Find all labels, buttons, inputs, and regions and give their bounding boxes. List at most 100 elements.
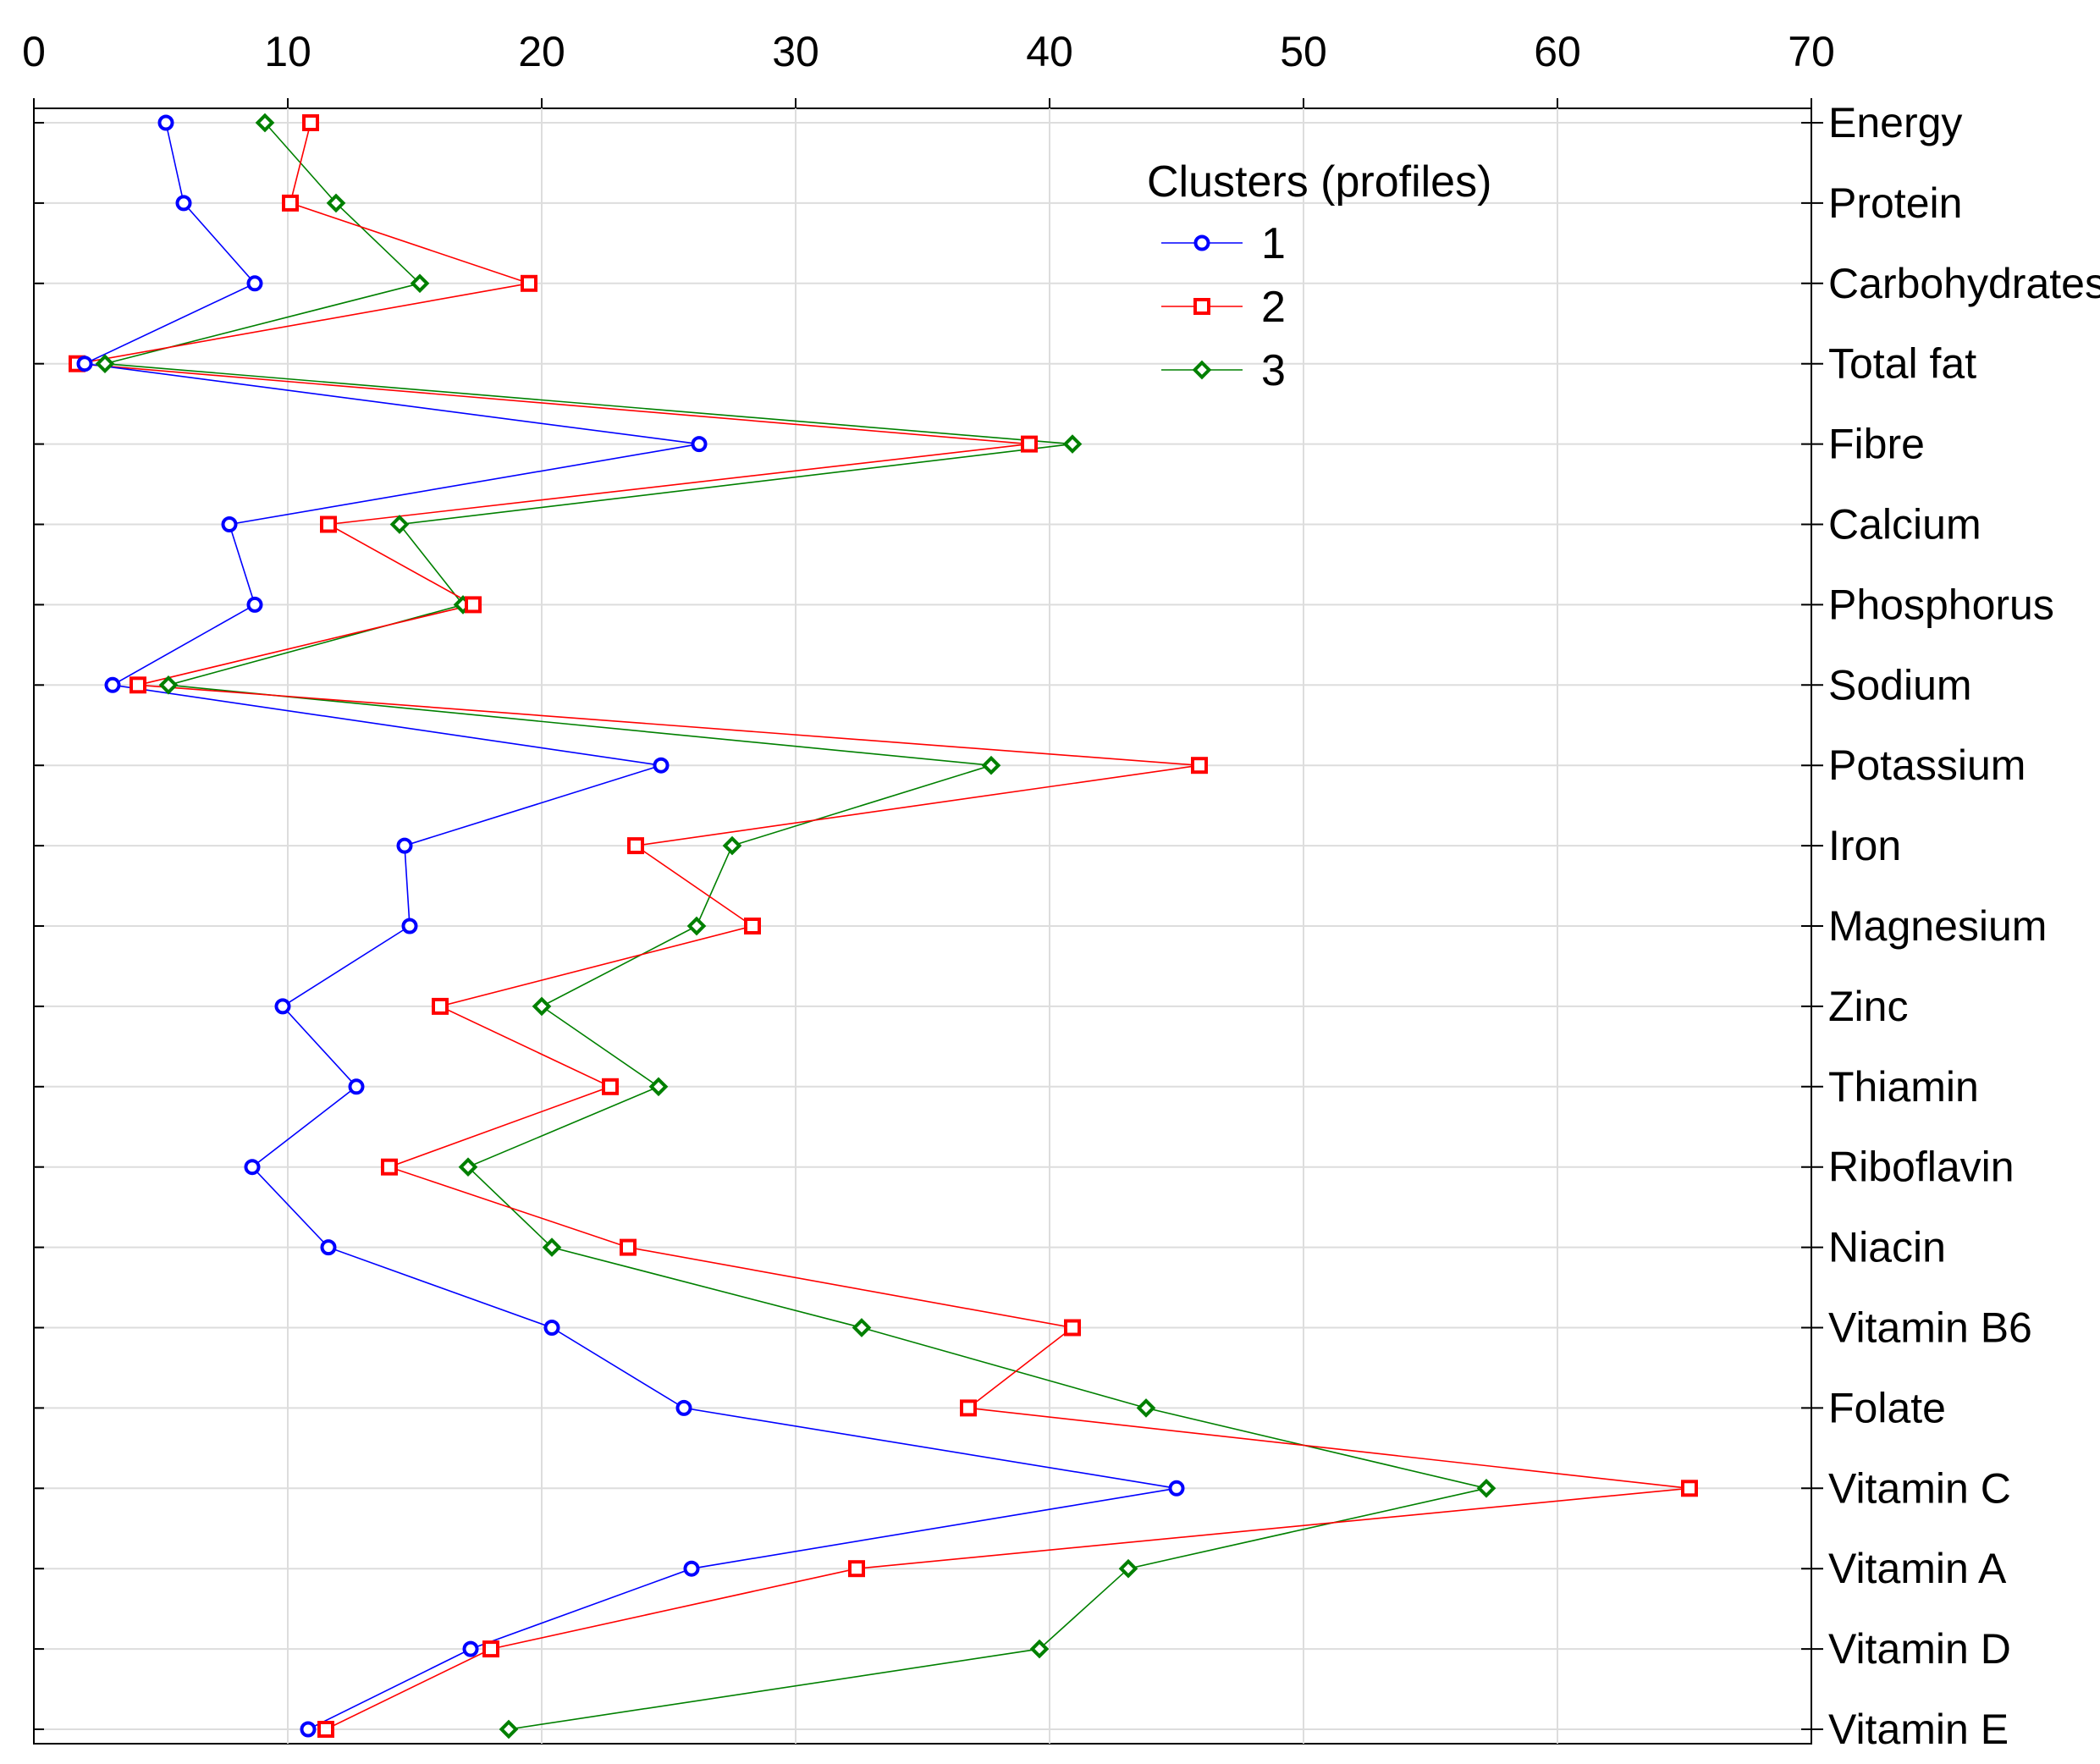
x-tick-label: 60 — [1534, 28, 1581, 75]
category-label: Protein — [1828, 179, 1962, 227]
series-3-point — [458, 1157, 478, 1177]
legend-label-1: 1 — [1261, 219, 1286, 268]
x-tick-label: 30 — [772, 28, 819, 75]
series-1-point — [320, 1239, 337, 1256]
series-1-point — [157, 114, 174, 131]
series-1-point — [543, 1320, 560, 1336]
category-label: Energy — [1828, 99, 1962, 146]
series-2-point — [960, 1399, 977, 1417]
legend-title: Clusters (profiles) — [1147, 157, 1491, 207]
x-tick-label: 20 — [518, 28, 565, 75]
series-2-point — [1191, 757, 1208, 775]
series-1-point — [104, 676, 121, 693]
series-3-point — [1476, 1478, 1496, 1498]
legend-marker-2 — [1193, 298, 1210, 315]
series-2-point — [317, 1721, 334, 1738]
series-3-point — [255, 113, 275, 133]
series-3-point — [326, 193, 346, 213]
series-3-point — [1062, 434, 1083, 454]
series-3-point — [389, 515, 410, 534]
category-label: Potassium — [1828, 741, 2026, 789]
series-1-point — [221, 516, 238, 532]
series-1-point — [683, 1560, 700, 1577]
legend-marker-1 — [1193, 234, 1210, 251]
series-2-point — [282, 194, 299, 212]
category-label: Thiamin — [1828, 1063, 1979, 1111]
category-label: Total fat — [1828, 340, 1976, 388]
series-2-point — [1021, 435, 1038, 453]
series-3-point — [542, 1238, 562, 1257]
series-3-point — [532, 996, 552, 1017]
series-lines — [69, 113, 1698, 1739]
series-1-point — [244, 1159, 261, 1176]
category-label: Magnesium — [1828, 902, 2047, 950]
series-1-point — [396, 837, 413, 854]
legend-label-3: 3 — [1261, 346, 1286, 395]
series-3-point — [686, 916, 707, 936]
series-2-point — [627, 837, 644, 855]
series-3-point — [410, 273, 430, 294]
series-3-point — [499, 1719, 519, 1739]
series-2-point — [381, 1158, 398, 1176]
x-tick-label: 0 — [22, 28, 46, 75]
series-1-point — [462, 1640, 479, 1657]
series-2-point — [465, 596, 482, 614]
series-1-point — [401, 918, 418, 934]
series-2-point — [130, 676, 146, 694]
category-label: Vitamin D — [1828, 1625, 2011, 1673]
series-1-point — [274, 998, 291, 1015]
series-1-point — [246, 275, 263, 292]
series-2-point — [1681, 1480, 1698, 1497]
category-label: Folate — [1828, 1384, 1946, 1431]
category-label: Zinc — [1828, 983, 1908, 1030]
series-1-point — [691, 436, 708, 453]
category-label: Niacin — [1828, 1224, 1946, 1271]
series-2-point — [320, 515, 337, 533]
series-1-point — [246, 596, 263, 613]
series-3-point — [1136, 1398, 1156, 1418]
x-tick-label: 10 — [264, 28, 311, 75]
category-label: Riboflavin — [1828, 1144, 2015, 1191]
category-label: Vitamin C — [1828, 1464, 2011, 1512]
series-3-point — [95, 354, 115, 374]
series-3-point — [1118, 1558, 1138, 1579]
series-1-point — [653, 757, 670, 774]
category-label: Fibre — [1828, 421, 1925, 468]
series-3-point — [648, 1077, 669, 1097]
legend: Clusters (profiles) 1 2 3 — [1147, 157, 1491, 395]
series-2-point — [302, 114, 319, 131]
legend-marker-3 — [1192, 360, 1212, 380]
x-tick-label: 40 — [1026, 28, 1073, 75]
series-1-point — [300, 1721, 317, 1738]
series-2-point — [620, 1238, 637, 1256]
series-3-point — [981, 755, 1001, 775]
series-3-point — [1029, 1639, 1050, 1659]
x-tick-label: 50 — [1280, 28, 1327, 75]
category-ticks: Energy Protein Carbohydrates Total fat Fibre… — [34, 99, 2100, 1753]
series-1-point — [76, 356, 93, 372]
series-1-point — [1168, 1480, 1185, 1497]
series-2-point — [521, 274, 537, 292]
x-axis-ticks: 0 10 20 30 40 50 60 70 — [22, 28, 1835, 108]
category-label: Vitamin E — [1828, 1706, 2009, 1753]
series-2-point — [432, 997, 449, 1015]
category-label: Sodium — [1828, 661, 1972, 708]
legend-label-2: 2 — [1261, 283, 1286, 332]
series-3-point — [158, 675, 179, 695]
category-label: Carbohydrates — [1828, 260, 2100, 307]
series-3-point — [852, 1318, 872, 1337]
category-label: Vitamin B6 — [1828, 1304, 2032, 1352]
category-label: Phosphorus — [1828, 581, 2054, 628]
series-1-point — [675, 1399, 692, 1416]
series-2-point — [744, 918, 761, 934]
x-tick-label: 70 — [1788, 28, 1835, 75]
series-1-point — [348, 1078, 365, 1095]
category-label: Calcium — [1828, 501, 1981, 548]
series-2-point — [1064, 1319, 1081, 1337]
category-label: Iron — [1828, 822, 1901, 869]
category-label: Vitamin A — [1828, 1545, 2007, 1592]
series-1-point — [175, 195, 192, 212]
series-2-point — [602, 1078, 619, 1095]
series-3-point — [722, 835, 742, 856]
